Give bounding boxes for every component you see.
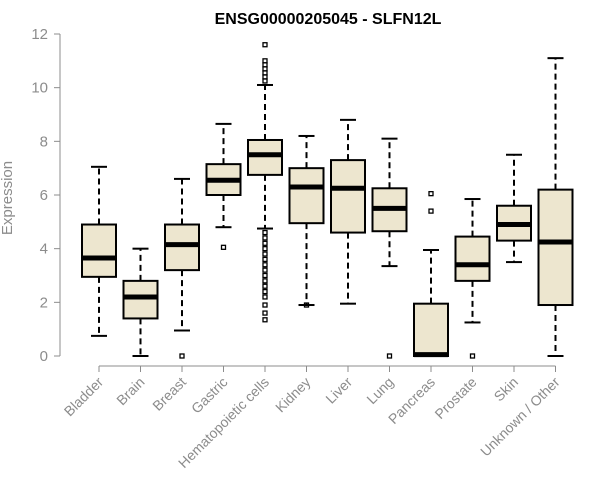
y-axis-label: Expression [0,161,16,235]
outlier-point [220,244,227,250]
x-tick-label: Prostate [431,374,479,422]
box-iqr [164,223,200,272]
outlier-point [303,302,310,308]
outlier-point [262,262,268,268]
chart-title: ENSG00000205045 - SLFN12L [215,11,442,28]
outlier-point [262,235,268,241]
x-tick-label: Kidney [272,374,314,416]
y-tick-label: 2 [40,294,48,311]
box-hematopoietic-cells [247,42,283,323]
box-iqr [330,159,366,234]
outlier-point [262,256,268,263]
outlier-point [262,229,268,236]
box-lung [371,137,408,359]
outlier-point [428,208,434,214]
outlier-point [262,272,268,279]
box-iqr [454,235,491,282]
x-tick-label: Liver [322,374,355,407]
x-tick-label: Lung [363,374,396,407]
y-tick-label: 10 [31,80,48,97]
outlier-point [469,353,476,359]
box-liver [330,118,366,305]
outlier-point [428,191,434,197]
box-iqr [413,302,449,357]
outlier-point [262,251,268,257]
y-axis: 0 2 4 6 8 10 12 [31,26,61,365]
box-iqr [247,138,283,176]
box-iqr [81,223,117,278]
box-iqr [537,188,574,307]
outlier-point [262,278,268,284]
box-brain [122,247,159,357]
outlier-point [262,283,268,289]
outlier-point [262,317,268,323]
y-tick-label: 4 [40,241,48,258]
box-breast [164,177,200,359]
box-gastric [205,122,242,250]
outlier-point [262,246,268,252]
outlier-point [262,288,268,295]
x-tick-label: Skin [491,374,522,405]
outlier-point [262,294,268,300]
outlier-point [262,78,268,84]
outlier-point [262,267,268,273]
box-iqr [122,279,159,320]
x-tick-label: Bladder [61,374,107,420]
y-tick-label: 8 [40,133,48,150]
box-iqr [288,167,325,225]
outlier-point [179,353,185,359]
x-tick-label: Breast [149,374,189,414]
outlier-point [262,42,268,48]
y-tick-label: 6 [40,187,48,204]
box-series [81,42,574,359]
outlier-point [262,310,268,316]
y-tick-label: 12 [31,26,48,43]
box-skin [496,153,532,264]
box-prostate [454,198,491,359]
box-bladder [81,165,117,337]
outlier-point [262,240,268,246]
box-unknown-other [537,57,574,357]
outlier-point [262,302,268,308]
box-pancreas [413,191,449,358]
x-tick-label: Brain [113,374,147,408]
x-tick-label: Unknown / Other [477,374,563,460]
outlier-point [386,353,393,359]
box-kidney [288,134,325,308]
y-tick-label: 0 [40,348,48,365]
